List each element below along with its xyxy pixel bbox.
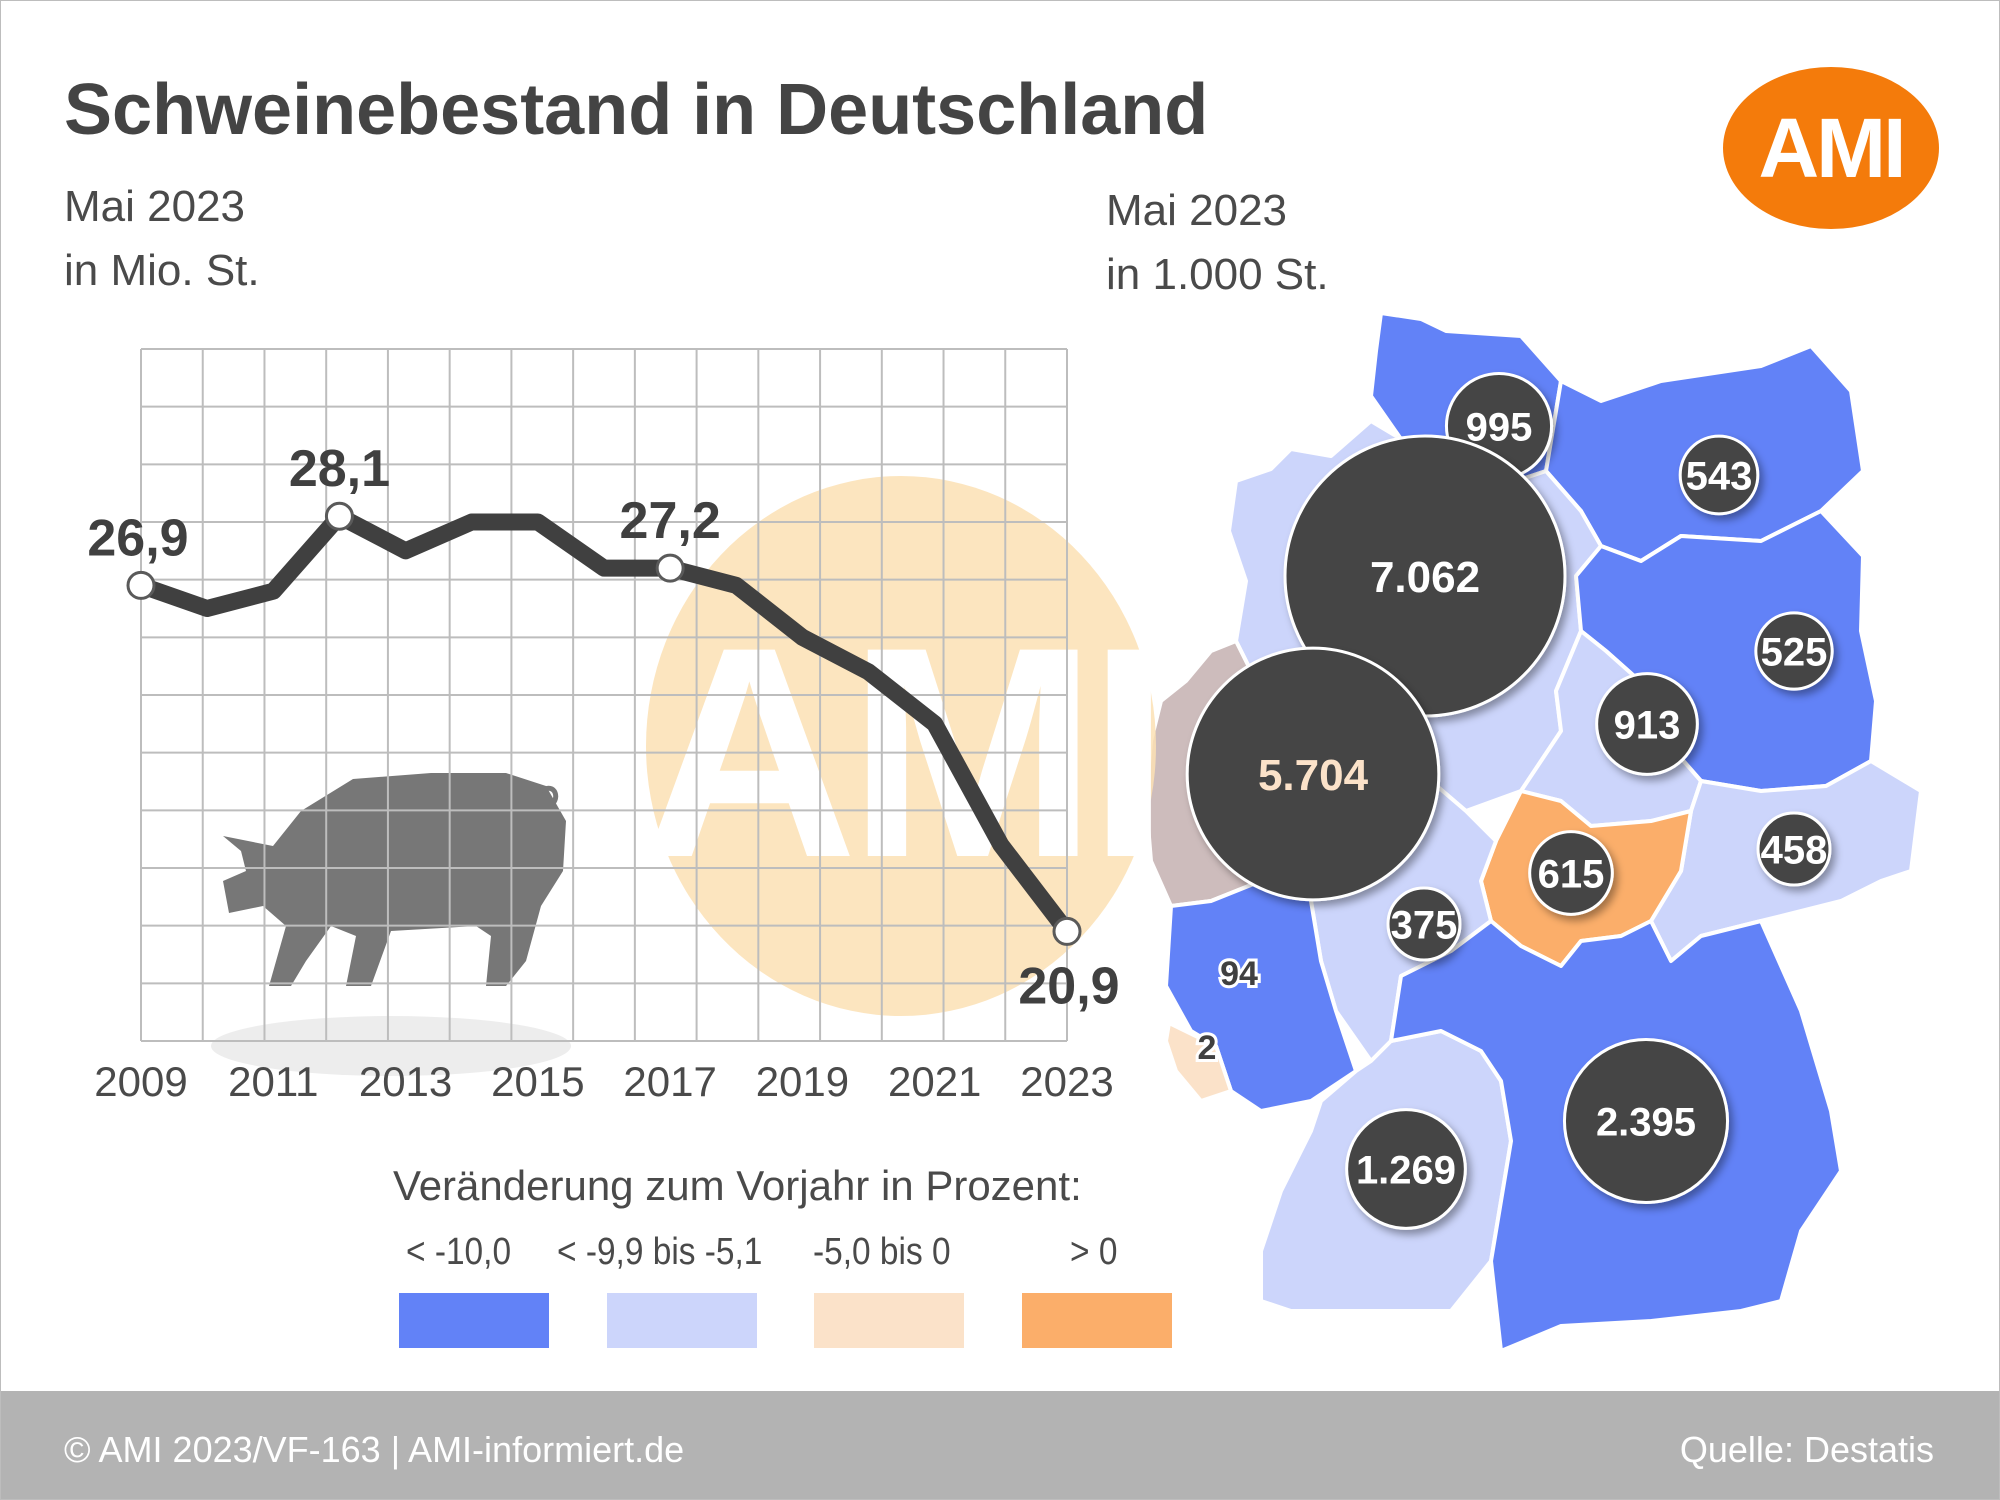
footer-bar (1, 1391, 1999, 1499)
data-point-label: 20,9 (1018, 957, 1119, 1015)
legend-title: Veränderung zum Vorjahr in Prozent: (393, 1162, 1082, 1209)
region-value-label: 2.395 (1596, 1100, 1696, 1144)
page-title: Schweinebestand in Deutschland (64, 70, 1209, 150)
x-tick-label: 2015 (491, 1058, 584, 1105)
line-chart: 2009 2011 2013 2015 2017 2019 2021 2023 26,9 28,… (87, 348, 1120, 1105)
region-bubble: 94 (1217, 952, 1261, 996)
region-value-label: 375 (1391, 903, 1458, 947)
data-point-marker (126, 570, 156, 600)
region-value-label: 1.269 (1356, 1148, 1456, 1192)
region-bubble-circle (1562, 1037, 1730, 1205)
region-bubble: 375 (1386, 886, 1462, 962)
data-point-marker (324, 501, 354, 531)
region-bubble-circle (1595, 672, 1699, 776)
x-tick-label: 2011 (228, 1058, 318, 1105)
point-markers (126, 501, 1082, 946)
map-subtitle-date: Mai 2023 (1106, 186, 1288, 235)
x-tick-label: 2013 (359, 1058, 452, 1105)
region-value-label: 615 (1538, 852, 1605, 896)
data-point-marker (1052, 916, 1082, 946)
x-tick-label: 2019 (756, 1058, 849, 1105)
region-value-label: 913 (1614, 703, 1681, 747)
region-value-label: 543 (1686, 454, 1753, 498)
x-tick-label: 2009 (94, 1058, 187, 1105)
region-bubble: 2.395 (1562, 1037, 1730, 1205)
data-point-label: 26,9 (87, 509, 188, 567)
region-bubble-circle (1345, 1108, 1467, 1230)
ami-logo: AMI (1723, 67, 1939, 229)
region-bubble: 615 (1528, 830, 1614, 916)
region-value-label: 94 (1220, 955, 1258, 993)
line-chart-subtitle-unit: in Mio. St. (64, 246, 260, 295)
x-tick-label: 2023 (1020, 1058, 1113, 1105)
legend-label-4: > 0 (1070, 1231, 1118, 1273)
legend-label-1: < -10,0 (406, 1231, 512, 1273)
region-value-label: 5.704 (1258, 751, 1369, 800)
data-point-marker (655, 553, 685, 583)
region-value-label: 525 (1761, 630, 1828, 674)
region-bubble-circle (1528, 830, 1614, 916)
data-point-label: 28,1 (289, 440, 390, 498)
pig-icon (211, 773, 571, 1076)
watermark: AMI (641, 476, 1171, 1016)
legend-swatch-2 (607, 1293, 757, 1348)
map-bubbles: 995 543 7.062 525 913 5.704 615 458 375 942 2.395 1… (1185, 371, 1834, 1230)
series-line (132, 507, 1076, 940)
legend-label-3: -5,0 bis 0 (813, 1231, 951, 1273)
region-bubble: 458 (1756, 811, 1832, 887)
point-labels: 26,9 28,1 27,2 20,9 (87, 440, 1119, 1015)
region-bubble: 1.269 (1345, 1108, 1467, 1230)
legend-swatch-4 (1022, 1293, 1172, 1348)
region-bubble: 7.062 (1283, 434, 1567, 718)
series-line-path (132, 507, 1076, 940)
region-bubble: 2 (1195, 1026, 1220, 1070)
region-bubble-circle (1185, 646, 1441, 902)
footer-copyright: © AMI 2023/VF-163 | AMI-informiert.de (64, 1429, 685, 1470)
region-bubble-circle (1754, 611, 1834, 691)
x-tick-label: 2021 (888, 1058, 981, 1105)
region-bubble: 543 (1678, 434, 1760, 516)
region-value-label: 2 (1198, 1029, 1217, 1067)
legend-swatch-3 (814, 1293, 964, 1348)
chart-grid (140, 348, 1068, 1042)
region-bubble-circle (1756, 811, 1832, 887)
line-chart-subtitle: Mai 2023 in Mio. St. (64, 175, 260, 303)
region-bubble: 5.704 (1185, 646, 1441, 902)
region-value-label: 995 (1466, 405, 1533, 449)
data-point-label: 27,2 (620, 492, 721, 550)
map-subtitle: Mai 2023 in 1.000 St. (1106, 179, 1329, 307)
region-bubble-circle (1678, 434, 1760, 516)
map-subtitle-unit: in 1.000 St. (1106, 250, 1329, 299)
legend-swatch-1 (399, 1293, 549, 1348)
region-bubble: 525 (1754, 611, 1834, 691)
x-tick-label: 2017 (623, 1058, 716, 1105)
region-saarland (1164, 1021, 1233, 1103)
x-axis-ticks: 2009 2011 2013 2015 2017 2019 2021 2023 (94, 1058, 1113, 1105)
footer-source: Quelle: Destatis (1679, 1429, 1934, 1470)
region-bubble-circle (1386, 886, 1462, 962)
region-value-label: 458 (1761, 828, 1828, 872)
legend-label-2: < -9,9 bis -5,1 (557, 1231, 763, 1273)
region-value-label: 7.062 (1370, 553, 1480, 602)
region-bubble: 913 (1595, 672, 1699, 776)
line-chart-subtitle-date: Mai 2023 (64, 182, 246, 231)
